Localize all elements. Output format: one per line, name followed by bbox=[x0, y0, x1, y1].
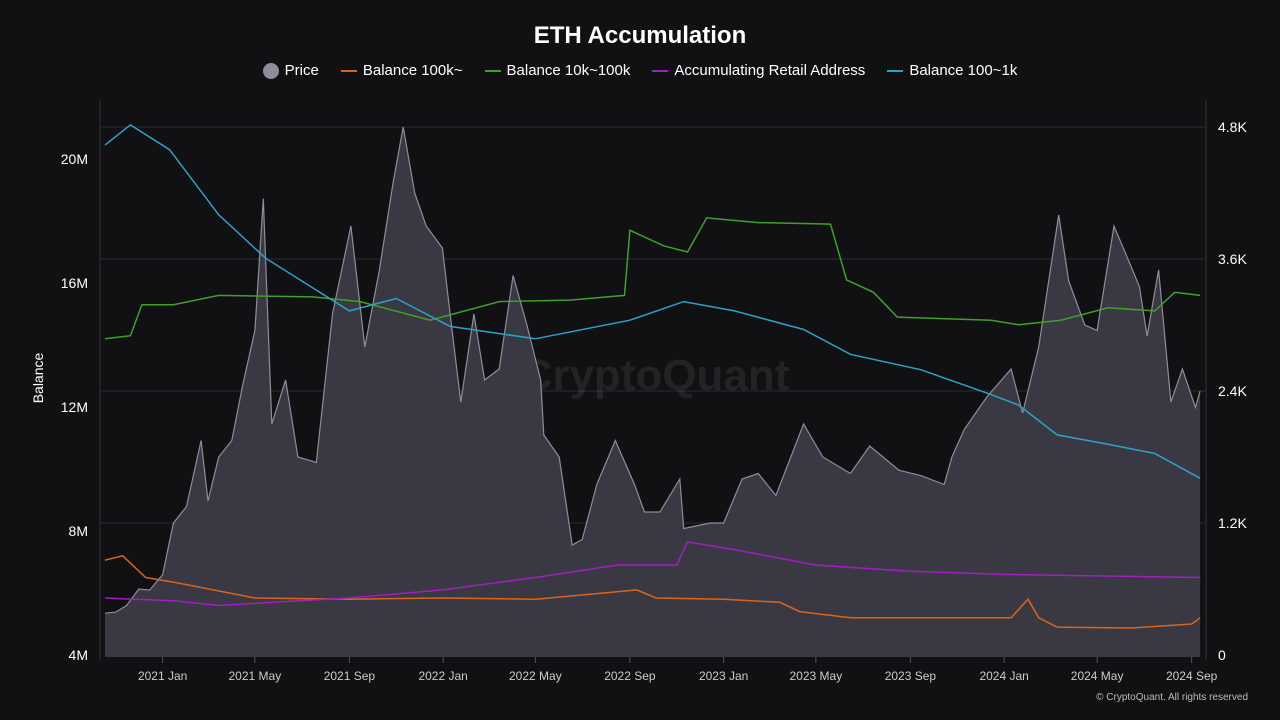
legend-item-balance-100k[interactable]: Balance 100k~ bbox=[340, 62, 463, 79]
left-tick-label: 8M bbox=[69, 523, 88, 539]
legend: Price Balance 100k~ Balance 10k~100k Acc… bbox=[0, 62, 1280, 79]
legend-item-retail[interactable]: Accumulating Retail Address bbox=[652, 62, 865, 79]
x-tick-label: 2024 Sep bbox=[1166, 669, 1218, 683]
x-tick-label: 2024 Jan bbox=[979, 669, 1028, 683]
x-tick-label: 2022 Sep bbox=[604, 669, 656, 683]
legend-swatch bbox=[887, 69, 904, 72]
chart-title: ETH Accumulation bbox=[533, 22, 747, 49]
x-tick-label: 2023 Sep bbox=[885, 669, 937, 683]
series-area-price bbox=[105, 127, 1201, 657]
y-axis-label: Balance bbox=[30, 352, 46, 403]
left-tick-label: 20M bbox=[61, 151, 88, 167]
legend-item-balance-100-1k[interactable]: Balance 100~1k bbox=[887, 62, 1017, 79]
x-tick-label: 2023 Jan bbox=[699, 669, 748, 683]
legend-label: Price bbox=[284, 62, 319, 79]
x-tick-label: 2022 Jan bbox=[418, 669, 467, 683]
left-tick-label: 4M bbox=[69, 647, 88, 663]
right-tick-label: 2.4K bbox=[1218, 383, 1247, 399]
x-tick-label: 2024 May bbox=[1071, 669, 1124, 683]
legend-label: Balance 100~1k bbox=[909, 62, 1018, 79]
series-line-balance-10k-100k bbox=[104, 217, 1201, 340]
right-tick-label: 4.8K bbox=[1218, 119, 1247, 135]
right-tick-label: 0 bbox=[1218, 647, 1226, 663]
legend-label: Balance 10k~100k bbox=[506, 62, 631, 79]
legend-swatch bbox=[262, 62, 279, 79]
x-tick-label: 2021 Jan bbox=[138, 669, 187, 683]
legend-item-balance-10k-100k[interactable]: Balance 10k~100k bbox=[484, 62, 631, 79]
legend-swatch bbox=[652, 69, 669, 72]
copyright: © CryptoQuant. All rights reserved bbox=[1096, 692, 1248, 703]
x-tick-label: 2022 May bbox=[509, 669, 562, 683]
x-tick-label: 2021 Sep bbox=[324, 669, 376, 683]
legend-label: Balance 100k~ bbox=[362, 62, 463, 79]
series-line-price bbox=[104, 126, 1201, 614]
right-tick-label: 3.6K bbox=[1218, 251, 1247, 267]
watermark: CryptoQuant bbox=[521, 351, 790, 400]
left-tick-label: 16M bbox=[61, 275, 88, 291]
series-line-balance-100-1k bbox=[104, 123, 1201, 479]
left-tick-label: 12M bbox=[61, 399, 88, 415]
series-line-balance-100k- bbox=[104, 554, 1201, 629]
legend-label: Accumulating Retail Address bbox=[674, 62, 866, 79]
x-tick-label: 2021 May bbox=[229, 669, 282, 683]
right-tick-label: 1.2K bbox=[1218, 515, 1247, 531]
series-line-accumulating-retail-address bbox=[104, 541, 1201, 607]
legend-swatch bbox=[340, 69, 357, 72]
legend-swatch bbox=[484, 69, 501, 72]
legend-item-price[interactable]: Price bbox=[262, 62, 319, 79]
x-tick-label: 2023 May bbox=[790, 669, 843, 683]
